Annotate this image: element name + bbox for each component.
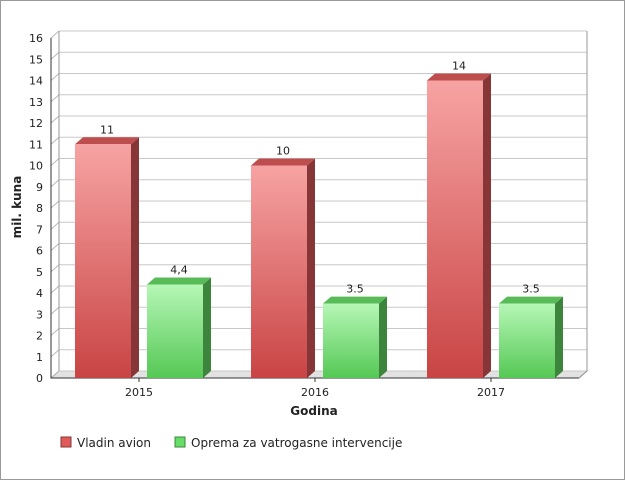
bar-front <box>147 284 203 378</box>
y-tick-label: 14 <box>29 75 43 88</box>
y-tick-label: 0 <box>36 372 43 385</box>
x-tick-label: 2015 <box>125 386 153 399</box>
bar-front <box>251 165 307 378</box>
bar-top <box>75 137 139 145</box>
y-tick-label: 10 <box>29 160 43 173</box>
bar <box>427 73 491 378</box>
y-tick-label: 8 <box>36 202 43 215</box>
bar-side <box>483 73 491 378</box>
gridline-side <box>50 51 60 60</box>
gridline-side <box>50 285 60 294</box>
gridline-side <box>50 73 60 81</box>
gridline-side <box>50 30 60 39</box>
y-tick-label: 11 <box>29 138 43 151</box>
gridline-side <box>50 264 60 273</box>
bar-data-label: 3.5 <box>346 283 364 296</box>
bar-front <box>323 303 379 378</box>
gridline-side <box>50 328 60 336</box>
bar-top <box>251 158 315 166</box>
legend-label: Vladin avion <box>77 436 151 450</box>
legend-item: Oprema za vatrogasne intervencije <box>174 436 402 450</box>
bar-data-label: 10 <box>276 145 290 158</box>
y-tick-label: 16 <box>29 32 43 45</box>
bar-side <box>203 277 211 378</box>
bar <box>75 137 139 378</box>
gridline-side <box>50 243 60 251</box>
y-tick-label: 7 <box>36 223 43 236</box>
bar-data-label: 4,4 <box>170 264 188 277</box>
bar-top <box>427 73 491 81</box>
data-labels: 11 4,4 10 3.5 14 3.5 <box>100 60 540 296</box>
y-tick-label: 9 <box>36 181 43 194</box>
legend-swatch <box>174 436 186 448</box>
bar-side <box>379 296 387 378</box>
legend-item: Vladin avion <box>60 436 151 450</box>
bar <box>251 158 315 378</box>
bar-side <box>555 296 563 378</box>
gridline-side <box>50 136 60 145</box>
bar <box>499 296 563 378</box>
legend-swatch <box>60 436 72 448</box>
gridline-side <box>50 200 60 209</box>
bar-data-label: 11 <box>100 123 114 136</box>
y-axis-title: mil. kuna <box>10 176 24 239</box>
gridline-side <box>50 349 60 358</box>
bar-front <box>499 303 555 378</box>
axes <box>50 31 588 382</box>
gridline-side <box>50 179 60 188</box>
gridline-side <box>50 158 60 166</box>
y-tick-label: 13 <box>29 96 43 109</box>
y-tick-label: 12 <box>29 117 43 130</box>
x-tick-label: 2017 <box>477 386 505 399</box>
bar-side <box>307 158 315 378</box>
legend: Vladin avion Oprema za vatrogasne interve… <box>60 436 402 450</box>
gridline-side <box>50 115 60 124</box>
floor-edge-line <box>578 370 588 379</box>
bar-side <box>131 137 139 378</box>
bar-front <box>75 144 131 378</box>
gridline-side <box>50 94 60 103</box>
y-tick-label: 1 <box>36 351 43 364</box>
x-tick-label: 2016 <box>301 386 329 399</box>
y-tick-label: 15 <box>29 53 43 66</box>
bar-top <box>323 296 387 304</box>
y-tick-label: 3 <box>36 308 43 321</box>
bars <box>75 73 563 378</box>
legend-label: Oprema za vatrogasne intervencije <box>191 436 402 450</box>
gridline-side <box>50 306 60 315</box>
bar-top <box>147 277 211 285</box>
gridline-side <box>50 370 60 379</box>
y-tick-label: 2 <box>36 330 43 343</box>
bar-top <box>499 296 563 304</box>
bar <box>147 277 211 378</box>
y-tick-label: 4 <box>36 287 43 300</box>
bar <box>323 296 387 378</box>
y-tick-label: 6 <box>36 245 43 258</box>
x-axis-title: Godina <box>290 404 337 418</box>
bar-data-label: 14 <box>452 60 466 73</box>
y-tick-label: 5 <box>36 266 43 279</box>
gridline-side <box>50 221 60 230</box>
bar-front <box>427 80 483 378</box>
bar-data-label: 3.5 <box>522 283 540 296</box>
